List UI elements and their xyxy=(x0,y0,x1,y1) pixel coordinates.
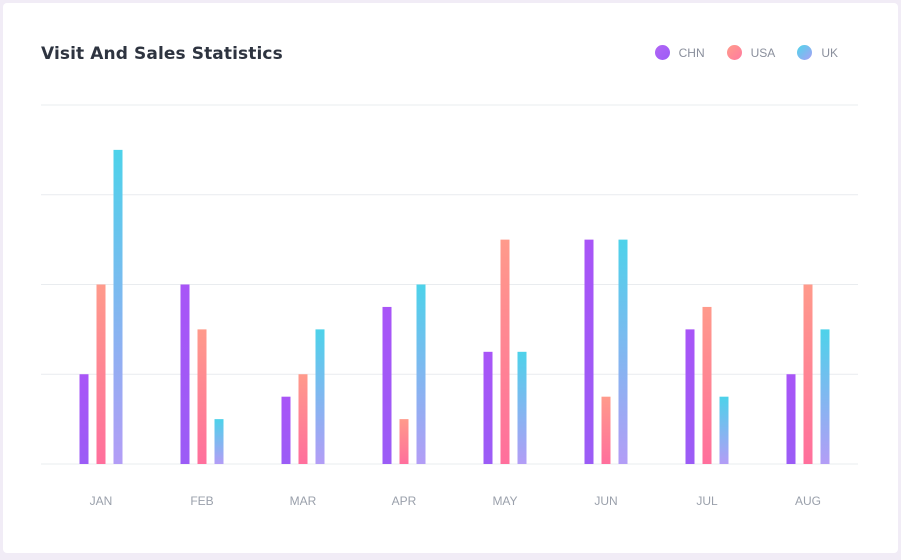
bar-usa-mar[interactable] xyxy=(298,374,308,464)
bar-chn-jun[interactable] xyxy=(584,239,594,464)
bar-uk-may[interactable] xyxy=(517,351,527,464)
usa-dot-icon xyxy=(726,45,742,60)
legend-item-chn[interactable]: CHN xyxy=(654,45,705,60)
bar-uk-jul[interactable] xyxy=(719,396,729,464)
x-tick-label: JUN xyxy=(594,494,617,508)
bar-chn-jul[interactable] xyxy=(685,329,695,464)
bar-usa-jan[interactable] xyxy=(96,284,106,465)
bar-usa-jul[interactable] xyxy=(702,306,712,464)
x-tick-label: FEB xyxy=(190,494,213,508)
bar-uk-aug[interactable] xyxy=(820,329,830,464)
x-tick-label: MAY xyxy=(492,494,517,508)
legend-item-usa[interactable]: USA xyxy=(726,45,776,60)
bar-chn-apr[interactable] xyxy=(382,306,392,464)
bar-usa-apr[interactable] xyxy=(399,419,409,464)
bar-usa-feb[interactable] xyxy=(197,329,207,464)
bar-chn-may[interactable] xyxy=(483,351,493,464)
chart-title: Visit And Sales Statistics xyxy=(41,44,283,64)
bar-chn-aug[interactable] xyxy=(786,374,796,464)
bar-uk-feb[interactable] xyxy=(214,419,224,464)
chn-dot-icon xyxy=(654,45,670,60)
bar-usa-jun[interactable] xyxy=(601,396,611,464)
bar-chn-mar[interactable] xyxy=(281,396,291,464)
legend-item-uk[interactable]: UK xyxy=(797,45,838,60)
x-tick-label: JUL xyxy=(696,494,718,508)
chart-card: Visit And Sales Statistics CHN USA UK JA… xyxy=(3,3,898,553)
x-tick-label: MAR xyxy=(290,494,317,508)
uk-dot-icon xyxy=(797,45,813,60)
legend-label-usa: USA xyxy=(750,45,776,60)
bar-chn-feb[interactable] xyxy=(180,284,190,465)
bar-usa-aug[interactable] xyxy=(803,284,813,465)
x-tick-label: APR xyxy=(392,494,417,508)
bar-uk-jun[interactable] xyxy=(618,239,628,464)
legend-label-uk: UK xyxy=(821,45,838,60)
bar-chart: JAN FEB MAR APR MAY JUN JUL AUG xyxy=(41,104,858,508)
bar-uk-mar[interactable] xyxy=(315,329,325,464)
bar-chn-jan[interactable] xyxy=(79,374,89,464)
legend-label-chn: CHN xyxy=(678,45,705,60)
x-tick-label: JAN xyxy=(90,494,113,508)
bar-uk-jan[interactable] xyxy=(113,149,123,464)
x-tick-label: AUG xyxy=(795,494,821,508)
bar-usa-may[interactable] xyxy=(500,239,510,464)
chart-legend: CHN USA UK xyxy=(654,45,838,60)
bar-uk-apr[interactable] xyxy=(416,284,426,465)
